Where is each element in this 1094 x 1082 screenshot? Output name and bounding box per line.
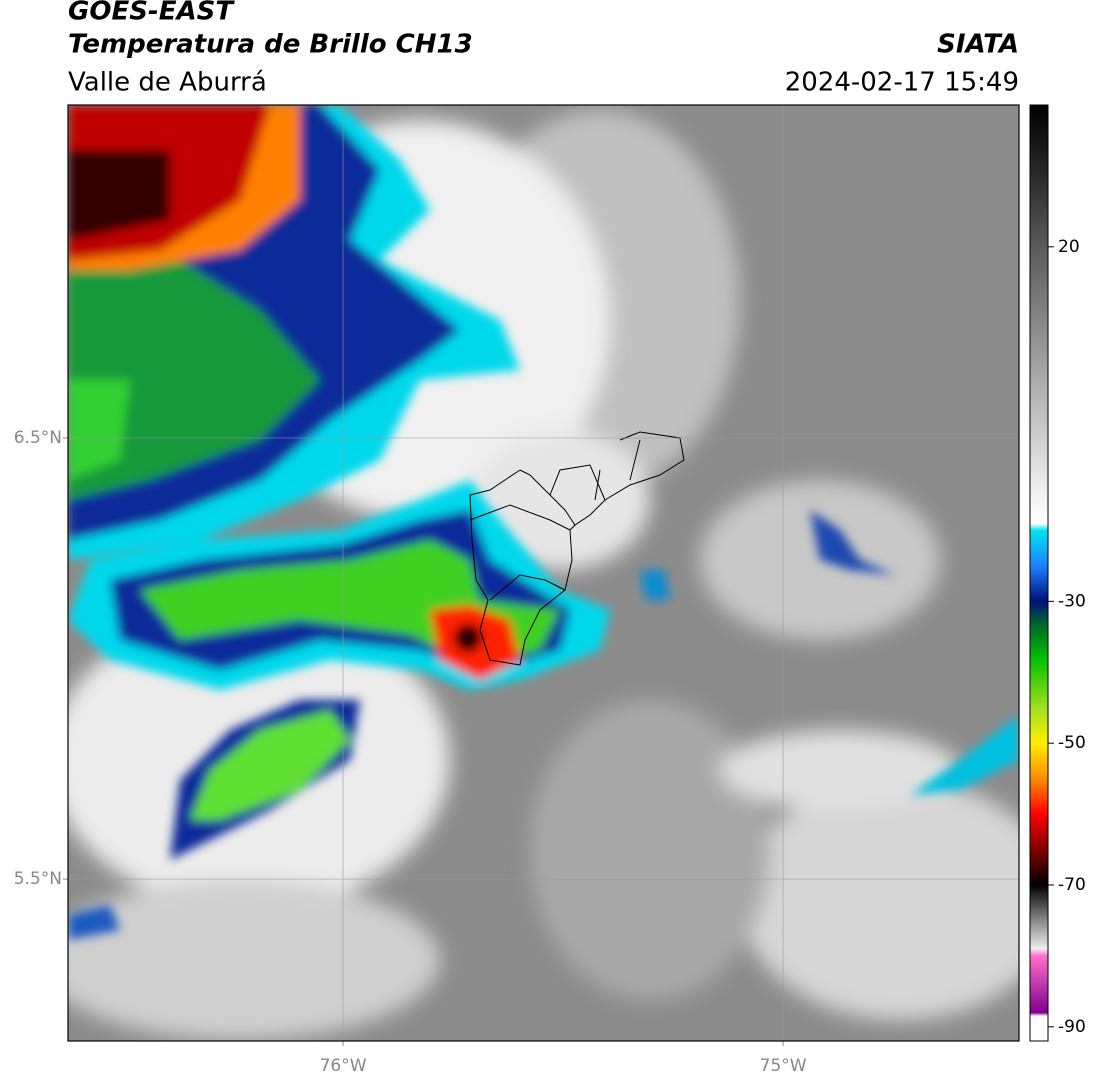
title: GOES-EAST (68, 0, 235, 27)
datetime: 2024-02-17 15:49 (785, 68, 1019, 98)
colorbar (1029, 104, 1049, 1042)
colorbar-tick-label: -90 (1058, 1017, 1086, 1037)
colorbar-tick-label: 20 (1058, 237, 1080, 257)
x-tick-label: 76°W (320, 1056, 367, 1076)
colorbar-tick-label: -30 (1058, 591, 1086, 611)
colorbar-tick-label: -70 (1058, 875, 1086, 895)
y-tick-label: 6.5°N (14, 428, 62, 448)
region: Valle de Aburrá (68, 68, 267, 98)
colorbar-tick-label: -50 (1058, 733, 1086, 753)
source: SIATA (937, 30, 1019, 60)
x-tick-label: 75°W (760, 1056, 807, 1076)
y-tick-label: 5.5°N (14, 869, 62, 889)
subtitle: Temperatura de Brillo CH13 (68, 30, 473, 60)
satellite-image (68, 105, 1019, 1041)
map-frame (67, 104, 1020, 1042)
